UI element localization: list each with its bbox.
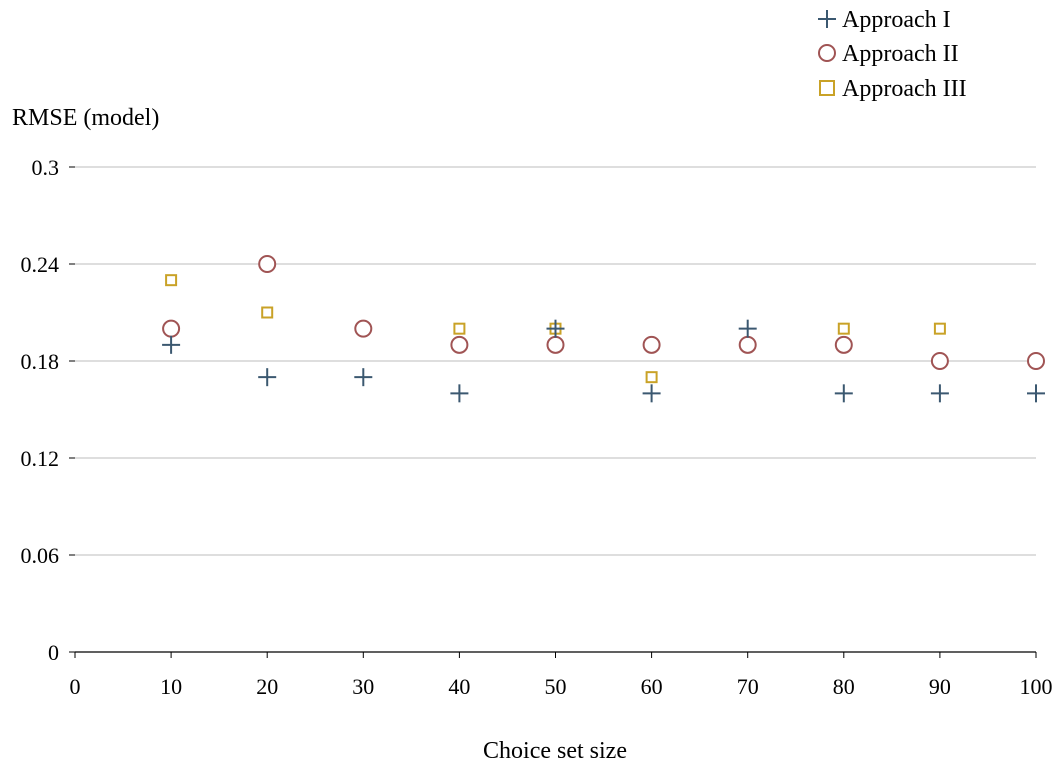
data-point-plus bbox=[450, 384, 469, 403]
y-tick-label: 0.24 bbox=[21, 252, 60, 277]
series-plus bbox=[162, 319, 1045, 403]
legend-plus-icon bbox=[818, 10, 836, 28]
data-point-circle bbox=[1027, 352, 1045, 370]
x-tick-label: 50 bbox=[545, 674, 567, 699]
data-point-square bbox=[453, 322, 466, 335]
data-point-circle bbox=[930, 352, 949, 370]
legend-circle-icon bbox=[818, 44, 836, 62]
x-axis-title: Choice set size bbox=[483, 738, 627, 764]
legend-marker-square-icon bbox=[819, 80, 835, 96]
data-point-plus bbox=[930, 384, 949, 403]
data-point-plus bbox=[258, 368, 277, 387]
data-point-square bbox=[165, 274, 178, 287]
data-point-plus bbox=[834, 384, 853, 403]
legend-entry-approach-iii: Approach III bbox=[819, 76, 967, 102]
legend-entry-approach-ii: Approach II bbox=[818, 41, 959, 67]
data-points bbox=[162, 255, 1045, 403]
data-point-square bbox=[261, 306, 274, 319]
legend-entry-approach-i: Approach I bbox=[818, 7, 951, 33]
gridlines bbox=[75, 166, 1036, 556]
data-point-circle bbox=[450, 335, 469, 354]
data-point-circle bbox=[834, 335, 853, 354]
legend: Approach I Approach II Approach III bbox=[818, 7, 967, 102]
x-tick-label: 40 bbox=[448, 674, 470, 699]
data-point-plus bbox=[162, 335, 181, 354]
x-tick-label: 30 bbox=[352, 674, 374, 699]
data-point-plus bbox=[738, 319, 757, 338]
x-tick-label: 70 bbox=[737, 674, 759, 699]
x-tick-label: 10 bbox=[160, 674, 182, 699]
data-point-circle bbox=[162, 319, 181, 338]
legend-label-approach-i: Approach I bbox=[842, 7, 951, 33]
legend-label-approach-ii: Approach II bbox=[842, 41, 959, 67]
x-tick-label: 90 bbox=[929, 674, 951, 699]
x-tick-label: 0 bbox=[70, 674, 81, 699]
y-axis-ticks: 0 0.06 0.12 0.18 0.24 0.3 bbox=[21, 155, 75, 665]
y-tick-label: 0.18 bbox=[21, 349, 60, 374]
data-point-square bbox=[837, 322, 850, 335]
y-tick-label: 0.06 bbox=[21, 543, 60, 568]
legend-label-approach-iii: Approach III bbox=[842, 76, 967, 102]
data-point-circle bbox=[738, 335, 757, 354]
legend-square-icon bbox=[819, 80, 835, 96]
y-tick-label: 0.12 bbox=[21, 446, 60, 471]
data-point-square bbox=[933, 322, 946, 335]
x-tick-label: 80 bbox=[833, 674, 855, 699]
data-point-plus bbox=[546, 319, 565, 338]
data-point-square bbox=[645, 371, 658, 384]
data-point-circle bbox=[642, 335, 661, 354]
y-axis-title: RMSE (model) bbox=[12, 105, 159, 131]
data-point-plus bbox=[1027, 384, 1045, 403]
x-tick-label: 20 bbox=[256, 674, 278, 699]
x-axis-ticks: 0 10 20 30 40 50 60 70 80 90 100 bbox=[70, 652, 1053, 699]
legend-marker-circle-icon bbox=[818, 44, 836, 62]
series-circle bbox=[162, 255, 1045, 370]
data-point-plus bbox=[642, 384, 661, 403]
legend-marker-plus-icon bbox=[818, 10, 836, 28]
x-tick-label: 60 bbox=[641, 674, 663, 699]
y-tick-label: 0.3 bbox=[32, 155, 60, 180]
data-point-plus bbox=[354, 368, 373, 387]
x-tick-label: 100 bbox=[1020, 674, 1053, 699]
data-point-circle bbox=[546, 335, 565, 354]
y-tick-label: 0 bbox=[48, 640, 59, 665]
data-point-circle bbox=[354, 319, 373, 338]
data-point-circle bbox=[258, 255, 277, 273]
